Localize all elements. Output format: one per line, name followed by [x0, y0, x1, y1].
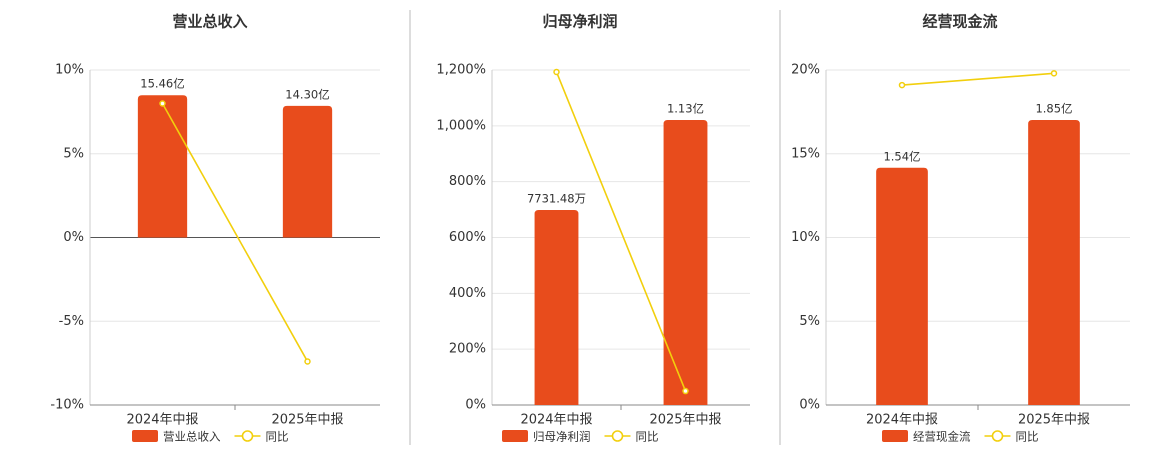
value-label: 7731.48万	[527, 191, 586, 205]
y-tick-label: 0%	[465, 398, 486, 413]
y-tick-label: 1,200%	[436, 63, 486, 78]
line	[555, 71, 687, 392]
legend-label: 同比	[266, 430, 289, 444]
line-point	[682, 387, 689, 395]
y-tick-label: 1,000%	[436, 118, 486, 133]
y-tick-label: 0%	[799, 398, 820, 413]
bar	[534, 209, 579, 405]
value-label: 14.30亿	[285, 87, 329, 101]
line-point	[553, 68, 560, 76]
legend-label: 营业总收入	[163, 430, 221, 444]
legend-label: 归母净利润	[533, 430, 591, 444]
y-tick-label: -5%	[59, 314, 84, 329]
line	[901, 72, 1055, 86]
x-tick-label: 2025年中报	[1018, 413, 1090, 428]
y-tick-label: 200%	[449, 342, 486, 357]
x-tick-label: 2025年中报	[271, 413, 343, 428]
legend-swatch	[991, 430, 1004, 442]
y-tick-label: 0%	[63, 230, 84, 245]
bar	[876, 167, 928, 405]
y-tick-label: 10%	[55, 63, 84, 78]
y-tick-label: 600%	[449, 230, 486, 245]
chart-title: 营业总收入	[172, 13, 247, 31]
y-tick-label: 5%	[799, 314, 820, 329]
legend-label: 经营现金流	[913, 430, 971, 444]
y-tick-label: 400%	[449, 286, 486, 301]
value-label: 1.85亿	[1035, 102, 1072, 116]
legend-swatch	[502, 430, 528, 442]
x-tick-label: 2025年中报	[649, 413, 721, 428]
y-tick-label: 10%	[791, 230, 820, 245]
value-label: 1.54亿	[883, 149, 920, 163]
legend-swatch	[241, 430, 254, 442]
y-tick-label: 800%	[449, 174, 486, 189]
bar	[137, 95, 188, 238]
legend-label: 同比	[636, 430, 659, 444]
y-tick-label: 15%	[791, 146, 820, 161]
line-point	[159, 100, 166, 107]
y-tick-label: -10%	[50, 398, 84, 413]
line-point	[898, 81, 906, 89]
chart-title: 经营现金流	[922, 13, 997, 31]
x-tick-label: 2024年中报	[520, 413, 592, 428]
chart-title: 归母净利润	[542, 13, 617, 31]
legend-swatch	[882, 430, 908, 442]
x-tick-label: 2024年中报	[866, 413, 938, 428]
legend-swatch	[132, 430, 158, 442]
bar	[282, 105, 333, 238]
line	[161, 103, 309, 362]
legend-swatch	[611, 430, 624, 442]
value-label: 15.46亿	[140, 77, 184, 91]
line-point	[1050, 70, 1058, 77]
x-tick-label: 2024年中报	[126, 413, 198, 428]
line-point	[304, 358, 311, 365]
y-tick-label: 20%	[791, 63, 820, 78]
legend-label: 同比	[1016, 430, 1039, 444]
bar	[663, 119, 708, 405]
value-label: 1.13亿	[667, 101, 704, 115]
bar	[1028, 120, 1080, 406]
y-tick-label: 5%	[63, 146, 84, 161]
